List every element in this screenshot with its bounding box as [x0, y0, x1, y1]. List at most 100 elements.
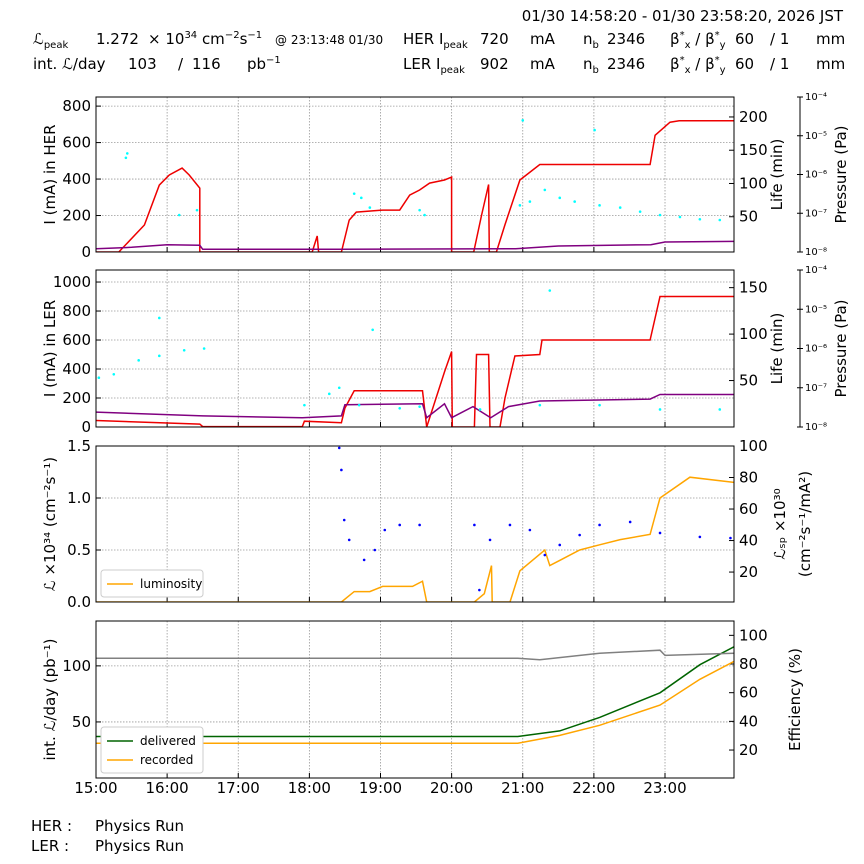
y3-tick-label: 10⁻⁴ — [805, 92, 827, 103]
header-text: 1.272 — [96, 30, 139, 48]
header-text: / β — [691, 55, 715, 73]
series-point — [342, 518, 346, 522]
series-point — [303, 403, 306, 407]
series-line — [96, 476, 734, 602]
header-text: mA — [530, 55, 556, 73]
header-text: n — [583, 55, 593, 73]
y2-tick-label: 100 — [739, 325, 768, 343]
series-line — [96, 295, 734, 427]
ring-label: LER : — [31, 837, 69, 855]
header-field: β*x / β*y — [670, 55, 726, 76]
header-text: β — [670, 30, 680, 48]
y-tick-label: 0 — [81, 418, 91, 436]
series-point — [371, 328, 374, 332]
header-text: b — [593, 40, 599, 51]
series-point — [729, 536, 732, 540]
header-field: 1.272 — [96, 30, 139, 48]
series-point — [359, 196, 363, 200]
header-field: LER Ipeak — [403, 55, 465, 76]
header-text: mA — [530, 30, 556, 48]
y-tick-label: 600 — [62, 331, 91, 349]
y3-tick-label: 10⁻⁵ — [805, 131, 827, 142]
header-text: / β — [691, 30, 715, 48]
series-point — [327, 392, 331, 396]
series-point — [97, 376, 101, 380]
y-tick-label: 1000 — [53, 273, 91, 291]
y-tick-label: 600 — [62, 134, 91, 152]
series-point — [195, 208, 199, 212]
series-line — [96, 393, 734, 419]
series-point — [373, 548, 377, 552]
header-field: @ 23:13:48 01/30 — [275, 33, 383, 47]
header-field: / 1 — [770, 55, 789, 73]
series-point — [112, 373, 116, 376]
series-point — [718, 218, 722, 222]
header-text: × 10 — [148, 30, 184, 48]
series-point — [418, 208, 421, 212]
series-point — [521, 119, 525, 122]
series-point — [508, 523, 512, 527]
y2-tick-label: 150 — [739, 279, 768, 297]
series-point — [558, 196, 562, 200]
series-point — [718, 408, 722, 411]
header-text: @ 23:13:48 01/30 — [275, 33, 383, 47]
series-point — [362, 558, 366, 562]
series-point — [598, 204, 601, 207]
series-point — [658, 531, 662, 535]
series-point — [598, 523, 601, 527]
y3-tick-label: 10⁻⁶ — [805, 344, 827, 355]
x-tick-label: 15:00 — [74, 779, 117, 797]
y-tick-label: 400 — [62, 170, 91, 188]
series-point — [137, 359, 140, 362]
header-text: −1 — [247, 30, 262, 41]
header-text: x — [685, 40, 691, 51]
y2-tick-label: 80 — [739, 469, 758, 487]
header-text: HER I — [403, 30, 443, 48]
series-line — [96, 646, 734, 738]
series-point — [638, 210, 642, 213]
x-tick-label: 21:00 — [501, 779, 544, 797]
series-point — [357, 403, 361, 407]
series-point — [398, 523, 402, 527]
header-field: β*x / β*y — [670, 30, 726, 51]
header-text: peak — [440, 65, 465, 76]
header-field: 902 — [480, 55, 509, 73]
header-text: mm — [816, 55, 845, 73]
series-point — [548, 289, 552, 292]
series-point — [543, 553, 547, 557]
y-tick-label: 0.0 — [67, 593, 91, 611]
y3-axis-label: Pressure (Pa) — [832, 125, 850, 223]
legend-box — [100, 569, 204, 598]
y2-tick-label: 150 — [739, 141, 768, 159]
y2-tick-label: 40 — [739, 712, 758, 730]
series-point — [658, 408, 662, 411]
header-field: × 1034 cm−2s−1 — [148, 30, 262, 48]
y2-tick-label: 40 — [739, 532, 758, 550]
y2-axis-label: (cm⁻²s⁻¹/mA²) — [796, 471, 814, 577]
y2-tick-label: 200 — [739, 108, 768, 126]
series-point — [182, 348, 186, 352]
x-tick-label: 16:00 — [146, 779, 189, 797]
series-point — [543, 188, 547, 192]
header-text: peak — [44, 40, 69, 51]
header-field: 720 — [480, 30, 509, 48]
header-field: 116 — [192, 55, 221, 73]
header-field: HER Ipeak — [403, 30, 468, 51]
header-text: β — [670, 55, 680, 73]
y3-tick-label: 10⁻⁷ — [805, 208, 827, 219]
header-field: mm — [816, 30, 845, 48]
series-line — [96, 660, 734, 744]
series-point — [125, 152, 129, 155]
header-field: / 1 — [770, 30, 789, 48]
y2-tick-label: 50 — [739, 372, 758, 390]
x-tick-label: 20:00 — [430, 779, 473, 797]
legend-label: luminosity — [140, 577, 202, 591]
header-text: 60 — [735, 55, 754, 73]
y-axis-label: I (mA) in LER — [41, 300, 59, 397]
header-field: nb — [583, 30, 599, 51]
header-text: LER I — [403, 55, 440, 73]
series-point — [337, 446, 341, 450]
series-point — [698, 535, 702, 539]
header-field: nb — [583, 55, 599, 76]
header-text: b — [593, 65, 599, 76]
